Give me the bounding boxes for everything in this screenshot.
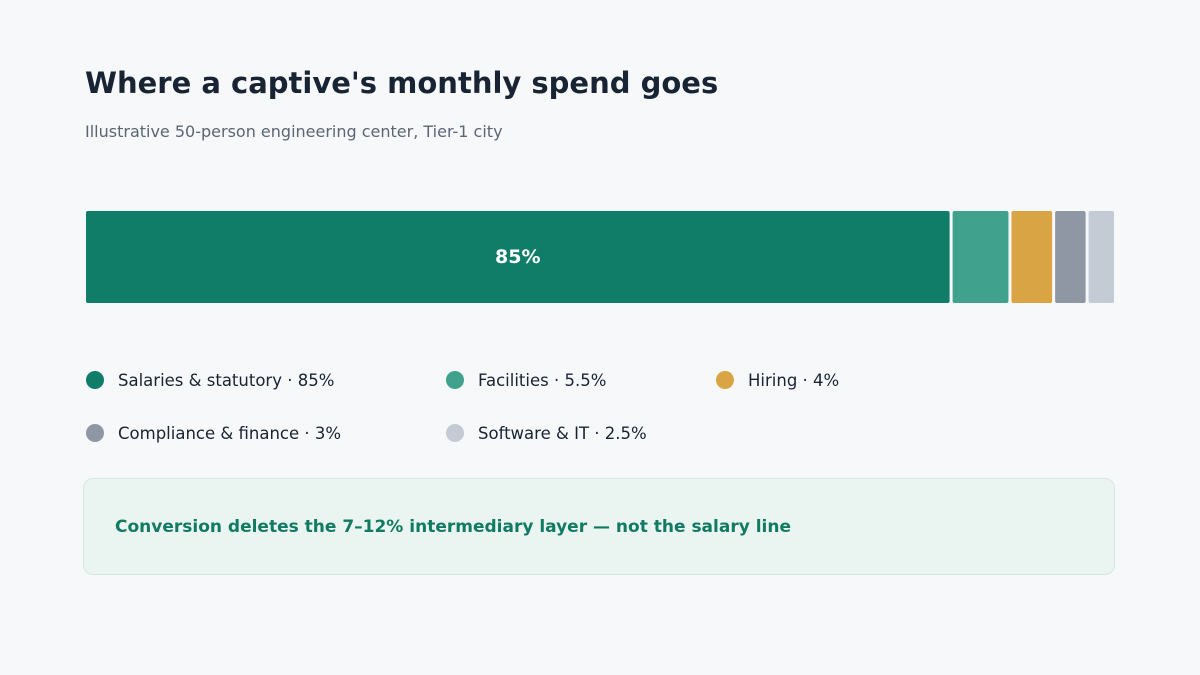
legend-item-salaries-statutory: Salaries & statutory · 85%	[86, 368, 334, 392]
legend-swatch-software-it	[446, 424, 464, 442]
legend-item-hiring: Hiring · 4%	[716, 368, 839, 392]
chart-title: Where a captive's monthly spend goes	[85, 66, 719, 100]
bar-segment-hiring	[1011, 211, 1053, 303]
legend-label-facilities: Facilities · 5.5%	[478, 370, 607, 390]
stacked-bar-chart: 85%	[86, 211, 1114, 303]
legend-item-compliance-finance: Compliance & finance · 3%	[86, 421, 341, 445]
legend-item-facilities: Facilities · 5.5%	[446, 368, 606, 392]
legend-swatch-compliance-finance	[86, 424, 104, 442]
bar-segment-facilities	[952, 211, 1009, 303]
legend-label-salaries-statutory: Salaries & statutory · 85%	[118, 370, 335, 390]
callout-box: Conversion deletes the 7–12% intermediar…	[83, 478, 1115, 575]
callout-text: Conversion deletes the 7–12% intermediar…	[115, 516, 791, 537]
legend-label-compliance-finance: Compliance & finance · 3%	[118, 423, 342, 443]
bar-segment-software-it	[1088, 211, 1114, 303]
legend-swatch-facilities	[446, 371, 464, 389]
legend-label-hiring: Hiring · 4%	[748, 370, 840, 390]
legend-item-software-it: Software & IT · 2.5%	[446, 421, 647, 445]
bar-label-salaries-statutory: 85%	[495, 246, 540, 268]
legend-swatch-hiring	[716, 371, 734, 389]
chart-subtitle: Illustrative 50-person engineering cente…	[85, 122, 503, 141]
legend-swatch-salaries-statutory	[86, 371, 104, 389]
bar-segment-compliance-finance	[1055, 211, 1086, 303]
legend-label-software-it: Software & IT · 2.5%	[478, 423, 647, 443]
bar-segment-salaries-statutory	[86, 211, 950, 303]
